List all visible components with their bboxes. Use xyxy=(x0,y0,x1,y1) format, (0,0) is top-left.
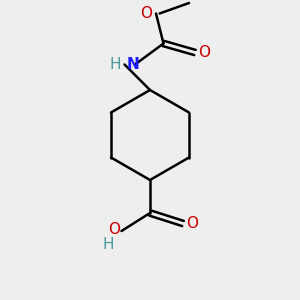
Text: N: N xyxy=(127,57,140,72)
Text: H: H xyxy=(110,57,121,72)
Text: O: O xyxy=(140,6,152,21)
Text: H: H xyxy=(102,237,114,252)
Text: O: O xyxy=(108,222,120,237)
Text: O: O xyxy=(187,216,199,231)
Text: O: O xyxy=(199,45,211,60)
